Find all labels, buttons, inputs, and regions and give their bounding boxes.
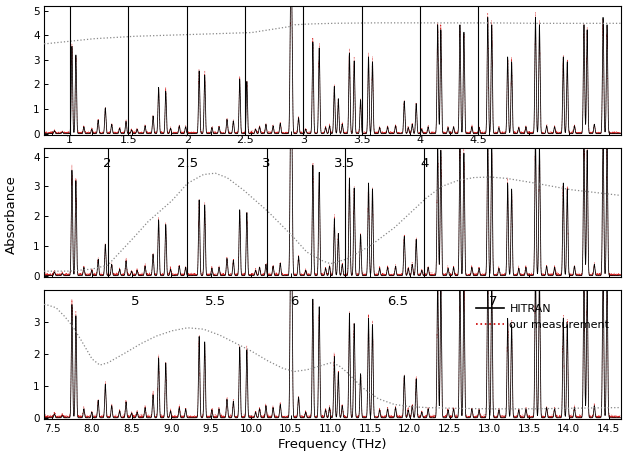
X-axis label: Frequency (THz): Frequency (THz) xyxy=(278,438,387,451)
Text: 1.5: 1.5 xyxy=(120,135,137,144)
Text: 3.5: 3.5 xyxy=(353,135,371,144)
Text: 4: 4 xyxy=(420,157,428,170)
Text: 3: 3 xyxy=(263,157,271,170)
Text: 6: 6 xyxy=(290,295,299,308)
Text: 5.5: 5.5 xyxy=(205,295,226,308)
Text: 5: 5 xyxy=(131,295,140,308)
Text: 2: 2 xyxy=(184,135,191,144)
Text: 2: 2 xyxy=(103,157,112,170)
Text: 3.5: 3.5 xyxy=(334,157,355,170)
Legend: HITRAN, our measurement: HITRAN, our measurement xyxy=(472,300,614,334)
Text: 6.5: 6.5 xyxy=(387,295,408,308)
Text: Absorbance: Absorbance xyxy=(5,175,18,254)
Text: 2.5: 2.5 xyxy=(176,157,198,170)
Text: 4: 4 xyxy=(416,135,424,144)
Text: 1: 1 xyxy=(66,135,73,144)
Text: 7: 7 xyxy=(489,295,498,308)
Text: 2.5: 2.5 xyxy=(236,135,254,144)
Text: 4.5: 4.5 xyxy=(469,135,487,144)
Text: 3: 3 xyxy=(300,135,307,144)
